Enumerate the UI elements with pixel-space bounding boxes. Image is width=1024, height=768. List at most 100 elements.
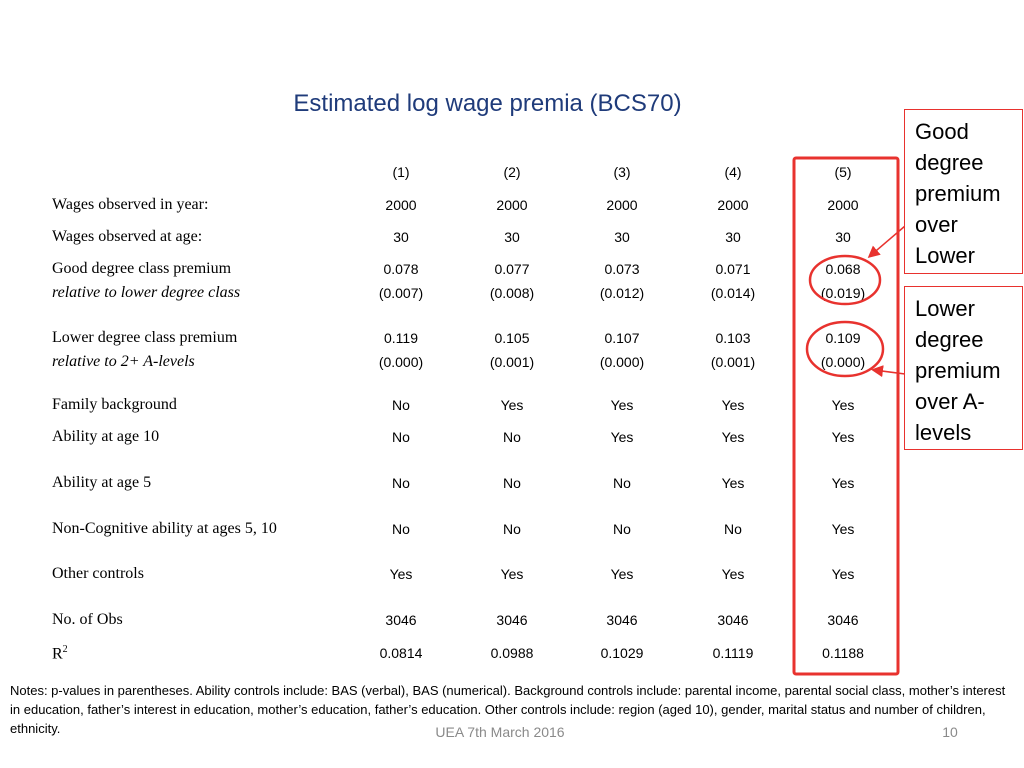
table-cell: 0.103	[715, 330, 751, 346]
table-cell: 0.119	[384, 330, 418, 346]
footer-event: UEA 7th March 2016	[435, 724, 565, 740]
row-label: Ability at age 10	[52, 428, 159, 446]
row-label: Wages observed in year:	[52, 196, 208, 214]
row-label-text: Family background	[52, 396, 177, 413]
table-cell: 0.107	[604, 330, 640, 346]
row-label: relative to 2+ A-levels	[52, 353, 195, 371]
column-5-highlight-box	[792, 156, 900, 676]
table-cell: (0.001)	[489, 354, 535, 370]
table-cell: No	[392, 475, 410, 491]
table-cell: 0.0988	[490, 645, 534, 661]
slide-title: Estimated log wage premia (BCS70)	[293, 90, 682, 117]
table-cell: No	[613, 475, 631, 491]
row-label-text: relative to 2+ A-levels	[52, 353, 195, 370]
row-label-text: relative to lower degree class	[52, 284, 241, 301]
table-cell: 0.105	[494, 330, 530, 346]
lower-premium-arrow	[871, 365, 906, 378]
table-cell: Yes	[831, 521, 855, 537]
table-cell: 0.1029	[600, 645, 644, 661]
table-cell: Yes	[721, 475, 745, 491]
row-label-superscript: 2	[62, 644, 68, 655]
table-cell: No	[503, 521, 521, 537]
table-cell: 2000	[496, 197, 528, 213]
row-label-text: No. of Obs	[52, 611, 123, 628]
good-premium-arrow	[867, 225, 906, 258]
table-cell: (0.000)	[599, 354, 645, 370]
table-cell: (0.000)	[378, 354, 424, 370]
table-cell: 30	[614, 229, 630, 245]
table-cell: Yes	[831, 566, 855, 582]
row-label-text: R	[52, 645, 63, 663]
table-cell: 2000	[827, 197, 859, 213]
table-cell: Yes	[831, 429, 855, 445]
table-cell: 0.109	[825, 330, 861, 346]
row-label: Other controls	[52, 565, 144, 583]
row-label: Non-Cognitive ability at ages 5, 10	[52, 520, 277, 538]
table-cell: Yes	[831, 397, 855, 413]
table-cell: 0.1188	[822, 645, 864, 661]
table-cell: 0.068	[825, 261, 861, 277]
row-label-text: Wages observed in year:	[52, 196, 209, 213]
table-cell: 3046	[717, 612, 749, 628]
table-cell: Yes	[831, 475, 855, 491]
table-cell: (0.014)	[710, 285, 756, 301]
row-label: Good degree class premium	[52, 260, 231, 278]
table-cell: 30	[725, 229, 741, 245]
table-cell: 2000	[606, 197, 638, 213]
table-cell: (0.019)	[820, 285, 866, 301]
table-cell: (0.007)	[378, 285, 424, 301]
table-cell: Yes	[721, 566, 745, 582]
table-cell: 2000	[717, 197, 749, 213]
column-header: (4)	[724, 164, 742, 180]
table-cell: 0.0814	[379, 645, 423, 661]
row-label: relative to lower degree class	[52, 284, 240, 302]
table-cell: 30	[835, 229, 851, 245]
lower-degree-annotation: Lower degree premium over A-levels	[904, 286, 1023, 450]
table-cell: 3046	[606, 612, 638, 628]
column-header: (3)	[613, 164, 631, 180]
row-label: Lower degree class premium	[52, 329, 237, 347]
row-label: R2	[52, 644, 68, 663]
table-cell: Yes	[610, 397, 634, 413]
table-cell: No	[392, 429, 410, 445]
column-header: (5)	[834, 164, 852, 180]
table-cell: Yes	[610, 566, 634, 582]
table-cell: No	[503, 429, 521, 445]
table-cell: (0.000)	[820, 354, 866, 370]
table-cell: Yes	[500, 566, 524, 582]
row-label-text: Non-Cognitive ability at ages 5, 10	[52, 520, 277, 537]
good-degree-annotation: Good degree premium over Lower	[904, 109, 1023, 274]
row-label: Wages observed at age:	[52, 228, 202, 246]
table-cell: (0.008)	[489, 285, 535, 301]
row-label: Family background	[52, 396, 177, 414]
lower-premium-circle	[805, 320, 885, 378]
table-cell: No	[503, 475, 521, 491]
table-cell: 3046	[496, 612, 528, 628]
row-label-text: Ability at age 10	[52, 428, 160, 445]
row-label-text: Other controls	[52, 565, 144, 582]
table-cell: 0.077	[494, 261, 530, 277]
row-label-text: Ability at age 5	[52, 474, 152, 491]
table-cell: No	[613, 521, 631, 537]
slide-number: 10	[942, 724, 958, 740]
table-notes: Notes: p-values in parentheses. Ability …	[10, 683, 1006, 736]
table-cell: 3046	[385, 612, 417, 628]
table-cell: (0.001)	[710, 354, 756, 370]
row-label-text: Good degree class premium	[52, 260, 232, 277]
table-cell: Yes	[721, 397, 745, 413]
table-cell: (0.012)	[599, 285, 645, 301]
table-cell: 30	[393, 229, 409, 245]
row-label-text: Lower degree class premium	[52, 329, 238, 346]
table-cell: 30	[504, 229, 520, 245]
table-cell: 0.071	[715, 261, 751, 277]
row-label: Ability at age 5	[52, 474, 151, 492]
table-cell: 0.078	[383, 261, 419, 277]
row-label-text: Wages observed at age:	[52, 228, 203, 245]
table-cell: No	[724, 521, 742, 537]
table-cell: Yes	[721, 429, 745, 445]
good-premium-circle	[808, 254, 882, 306]
row-label: No. of Obs	[52, 611, 123, 629]
table-cell: No	[392, 521, 410, 537]
table-cell: Yes	[610, 429, 634, 445]
